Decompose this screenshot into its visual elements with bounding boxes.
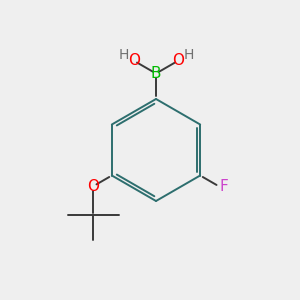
Text: H: H xyxy=(118,48,129,62)
Text: B: B xyxy=(151,66,161,81)
Text: O: O xyxy=(87,179,99,194)
Text: F: F xyxy=(220,179,229,194)
Text: H: H xyxy=(183,48,194,62)
Text: O: O xyxy=(128,53,140,68)
Text: O: O xyxy=(172,53,184,68)
